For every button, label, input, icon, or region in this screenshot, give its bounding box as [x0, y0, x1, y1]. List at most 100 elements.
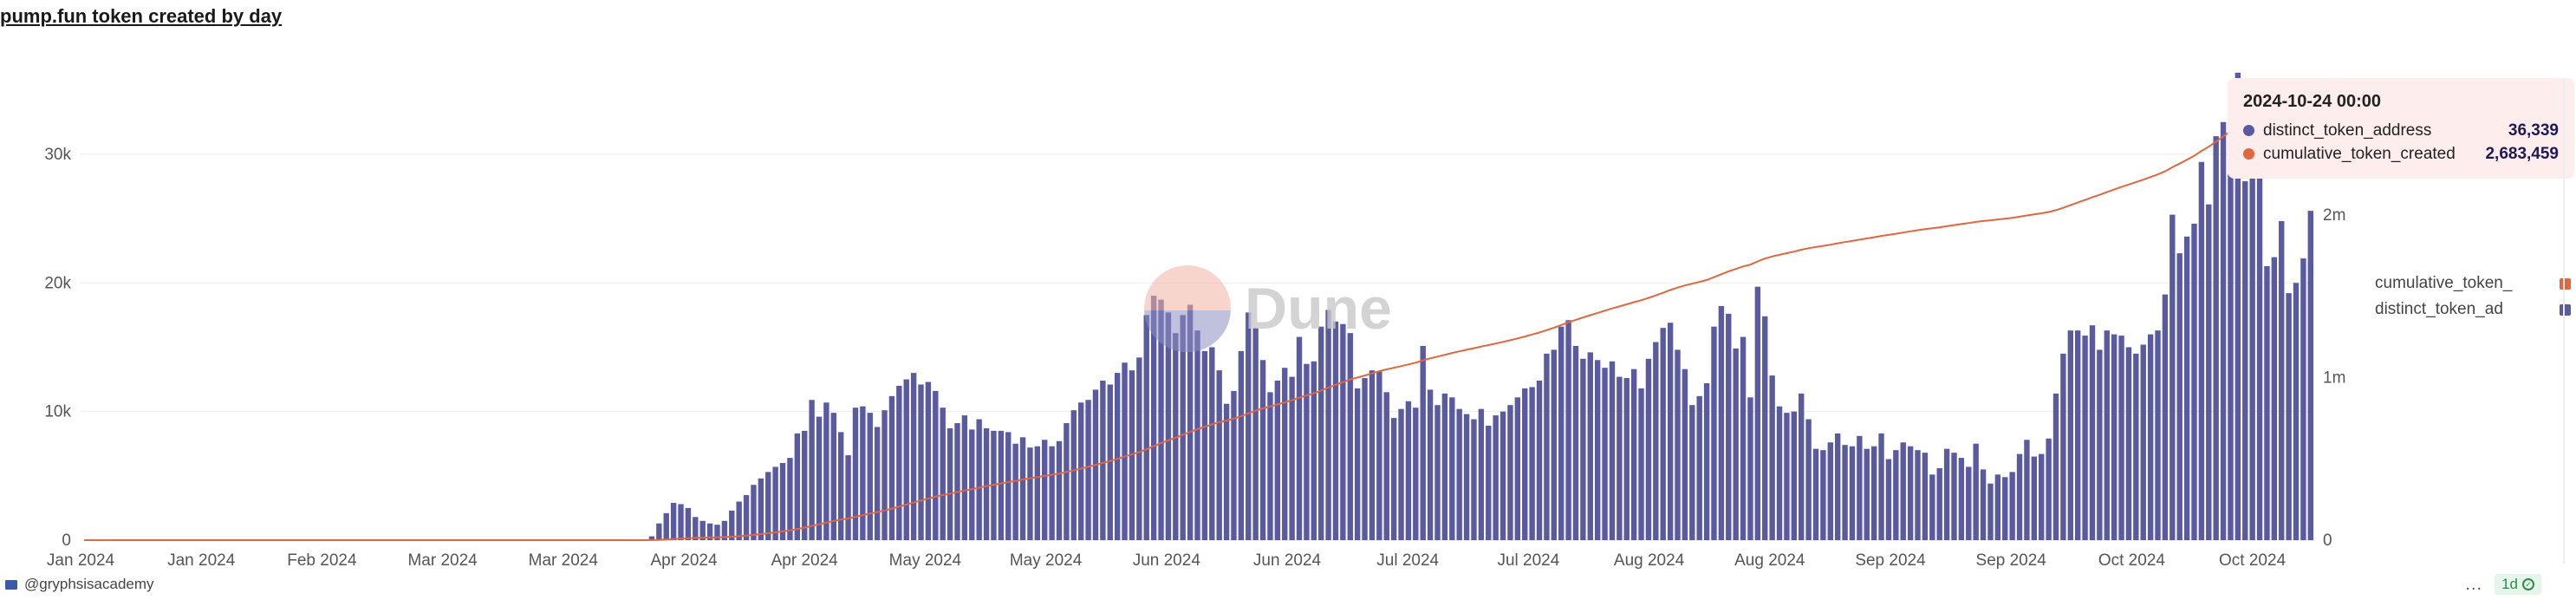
series-dot-icon [2243, 125, 2254, 136]
bar [765, 472, 771, 540]
bar [2213, 136, 2219, 541]
bar [1922, 453, 1929, 540]
x-tick-label: Feb 2024 [287, 551, 357, 570]
bar [1332, 321, 1339, 540]
bar [1311, 361, 1317, 540]
bar [1259, 360, 1266, 540]
bar [2060, 353, 2066, 540]
bar [1085, 400, 1091, 540]
bar [1274, 381, 1281, 540]
chart-title[interactable]: pump.fun token created by day [0, 5, 283, 27]
bar [1980, 469, 1987, 540]
bar [896, 385, 902, 540]
bar [1726, 313, 1732, 540]
bar [772, 466, 778, 540]
bar [1012, 443, 1018, 540]
bar [714, 525, 720, 540]
bar [2082, 336, 2088, 540]
bar [1340, 323, 1346, 540]
bar [830, 413, 836, 540]
bar [2169, 214, 2176, 541]
bar [1070, 410, 1077, 540]
bar [2118, 336, 2124, 540]
bar [1820, 450, 1826, 540]
bar [2228, 124, 2234, 540]
bar [1682, 368, 1688, 540]
bar [1056, 440, 1063, 540]
bar [2220, 121, 2227, 541]
author-link[interactable]: @gryphsisacademy [5, 576, 154, 593]
bar [1223, 403, 1230, 540]
bar [1667, 323, 1674, 540]
bar [1027, 447, 1033, 540]
tooltip-row: cumulative_token_created 2,683,459 [2243, 142, 2559, 166]
bar [2183, 236, 2190, 540]
bar [809, 400, 815, 540]
bar [1441, 393, 1448, 540]
bar [758, 478, 764, 540]
bar [1325, 310, 1331, 540]
bar [910, 373, 917, 540]
bar [1434, 405, 1441, 540]
bar [1318, 326, 1324, 540]
bar [1252, 328, 1259, 540]
x-tick-label: Mar 2024 [529, 551, 599, 570]
bar [2039, 453, 2045, 540]
y-tick-label: 0 [62, 532, 71, 550]
bar [1551, 349, 1557, 540]
bar [2249, 166, 2255, 540]
bar [2125, 347, 2132, 540]
bar [1005, 432, 1012, 540]
legend-swatch [2560, 277, 2571, 290]
tooltip-title: 2024-10-24 00:00 [2243, 92, 2382, 111]
bar [1390, 418, 1397, 540]
bar [1769, 375, 1775, 540]
bar [1864, 448, 1870, 540]
bar [961, 415, 968, 540]
series-dot-icon [2243, 148, 2254, 160]
y-tick-label: 10k [44, 403, 71, 421]
legend-item-cumulative[interactable]: cumulative_token_ [2375, 271, 2571, 297]
x-tick-label: Oct 2024 [2219, 551, 2287, 570]
legend-item-distinct[interactable]: distinct_token_ad [2375, 297, 2571, 323]
bar [1602, 368, 1608, 540]
bar [860, 406, 866, 540]
bar [823, 402, 829, 540]
bar [2133, 353, 2139, 540]
bar [1347, 333, 1353, 540]
x-tick-label: Jul 2024 [1497, 551, 1559, 570]
bar [2234, 72, 2241, 540]
bar [2264, 265, 2270, 540]
bar [1369, 370, 1376, 540]
bar [1936, 467, 1942, 540]
bars-distinct-token-address [648, 72, 2313, 541]
bar [852, 408, 859, 540]
refresh-interval-badge[interactable]: 1d ✓ [2495, 574, 2541, 595]
bar [706, 523, 713, 540]
x-tick-label: Jun 2024 [1253, 551, 1322, 570]
check-circle-icon: ✓ [2522, 578, 2534, 590]
bar [802, 430, 808, 540]
bar [1747, 397, 1753, 540]
bar [838, 432, 844, 540]
bar [2162, 294, 2169, 540]
bar [1296, 336, 1303, 540]
bar [1580, 358, 1586, 540]
bar [1238, 350, 1245, 540]
bar [1209, 347, 1215, 540]
x-tick-label: Sep 2024 [1855, 551, 1926, 570]
x-tick-label: Mar 2024 [407, 551, 478, 570]
bar [1499, 411, 1506, 540]
more-options-icon[interactable]: ... [2465, 574, 2483, 594]
bar [1870, 446, 1877, 540]
bar [2009, 472, 2015, 540]
bar [1842, 445, 1848, 540]
bar [2307, 211, 2313, 540]
bar [1572, 345, 1579, 540]
bar [1617, 376, 1623, 540]
bar [983, 427, 990, 540]
bar [867, 413, 873, 540]
dune-logo-icon [1144, 265, 1231, 352]
bar [1019, 437, 1026, 540]
legend-label: distinct_token_ad [2375, 300, 2503, 318]
